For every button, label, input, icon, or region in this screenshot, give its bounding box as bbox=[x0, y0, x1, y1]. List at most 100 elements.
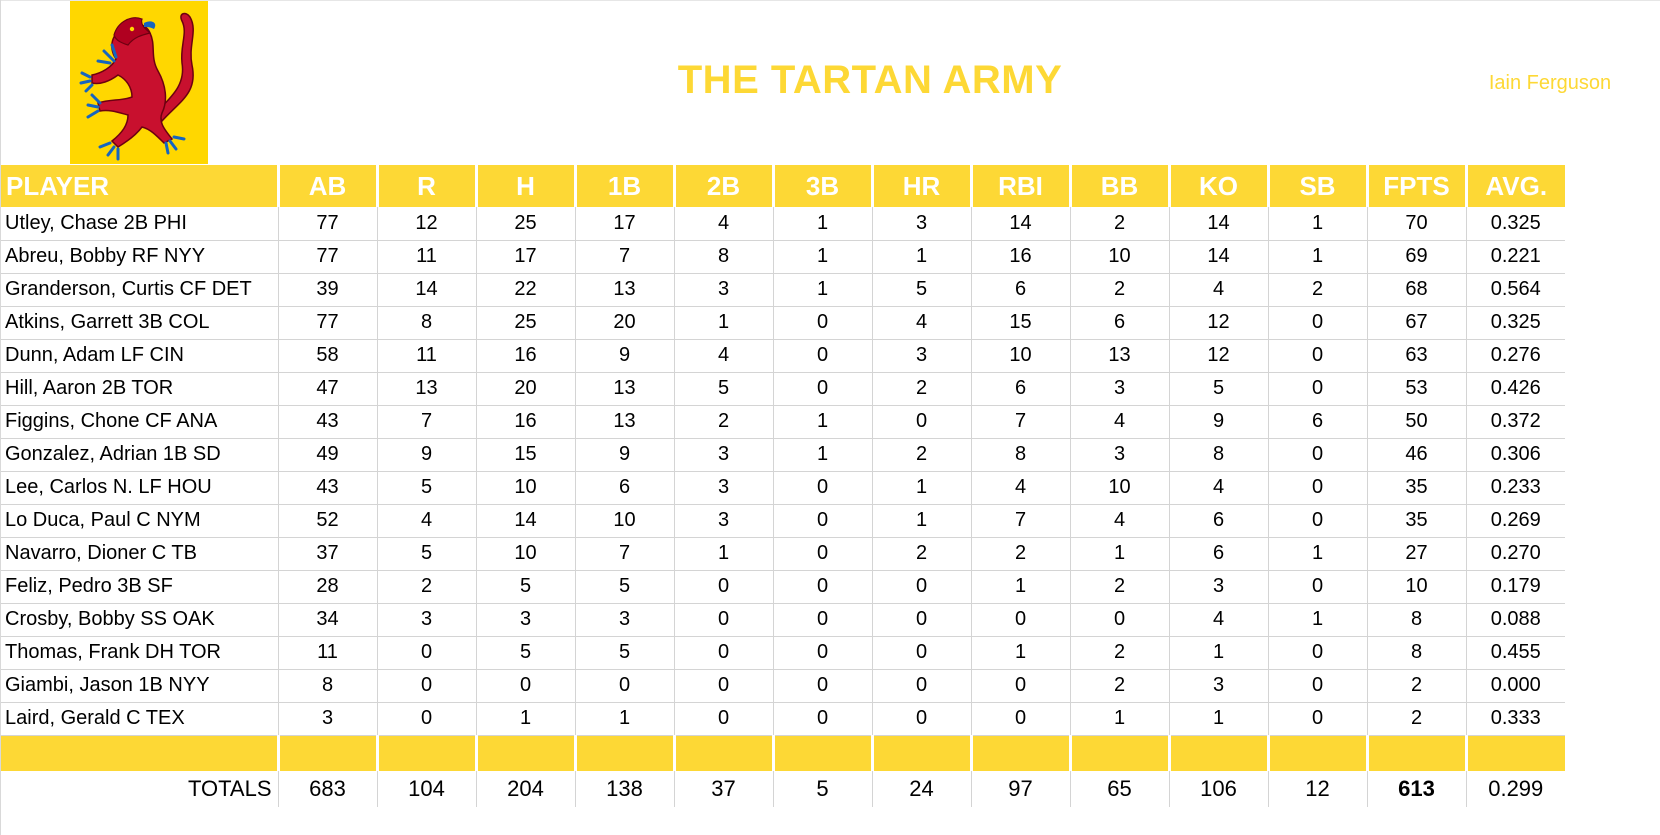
stat-cell: 0 bbox=[673, 603, 773, 637]
stat-cell: 0 bbox=[772, 504, 872, 538]
stat-cell: 8 bbox=[673, 240, 773, 274]
stat-cell: 12 bbox=[1168, 306, 1268, 340]
stat-cell: 15 bbox=[970, 306, 1070, 340]
stat-cell: 1 bbox=[871, 240, 971, 274]
stat-cell: 1 bbox=[1267, 207, 1367, 241]
stat-cell: 1 bbox=[1069, 702, 1169, 736]
spacer-cell bbox=[474, 735, 575, 771]
stat-cell: 7 bbox=[574, 537, 674, 571]
table-row: Lee, Carlos N. LF HOU 43 5 10 6 3 0 1 4 10 4 0 35 0.2… bbox=[1, 471, 1565, 505]
stat-cell: 7 bbox=[970, 504, 1070, 538]
player-name-cell: Abreu, Bobby RF NYY bbox=[1, 240, 278, 274]
spacer-cell bbox=[1365, 735, 1466, 771]
stat-cell: 0 bbox=[673, 669, 773, 703]
stat-cell: 0.221 bbox=[1465, 240, 1565, 274]
stat-cell: 8 bbox=[277, 669, 377, 703]
player-name-cell: Crosby, Bobby SS OAK bbox=[1, 603, 278, 637]
stat-cell: 7 bbox=[970, 405, 1070, 439]
stat-cell: 12 bbox=[376, 207, 476, 241]
stat-cell: 0 bbox=[871, 570, 971, 604]
stat-cell: 0 bbox=[673, 636, 773, 670]
table-row: Hill, Aaron 2B TOR 47 13 20 13 5 0 2 6 3 5 0 53 0.426 bbox=[1, 372, 1565, 406]
stat-cell: 1 bbox=[1168, 636, 1268, 670]
stat-cell: 25 bbox=[475, 306, 575, 340]
stat-cell: 3 bbox=[1069, 438, 1169, 472]
stat-cell: 0.455 bbox=[1465, 636, 1565, 670]
stat-cell: 2 bbox=[1366, 702, 1466, 736]
player-name-cell: Giambi, Jason 1B NYY bbox=[1, 669, 278, 703]
stat-cell: 0 bbox=[772, 603, 872, 637]
stat-cell: 20 bbox=[475, 372, 575, 406]
player-name-cell: Lo Duca, Paul C NYM bbox=[1, 504, 278, 538]
stat-cell: 0 bbox=[970, 702, 1070, 736]
stat-cell: 1 bbox=[1069, 537, 1169, 571]
stat-cell: 4 bbox=[376, 504, 476, 538]
stat-cell: 0.333 bbox=[1465, 702, 1565, 736]
stat-cell: 0.325 bbox=[1465, 306, 1565, 340]
player-name-cell: Dunn, Adam LF CIN bbox=[1, 339, 278, 373]
stat-cell: 43 bbox=[277, 471, 377, 505]
stat-cell: 2 bbox=[1069, 273, 1169, 307]
stat-cell: 5 bbox=[871, 273, 971, 307]
stat-cell: 2 bbox=[970, 537, 1070, 571]
stat-cell: 63 bbox=[1366, 339, 1466, 373]
stat-cell: 5 bbox=[673, 372, 773, 406]
stat-cell: 5 bbox=[376, 471, 476, 505]
frame-top-border bbox=[0, 0, 1660, 1]
spacer-cell bbox=[1464, 735, 1565, 771]
stat-cell: 6 bbox=[1168, 504, 1268, 538]
stat-cell: 3 bbox=[673, 504, 773, 538]
stat-cell: 9 bbox=[574, 438, 674, 472]
stat-cell: 0.564 bbox=[1465, 273, 1565, 307]
stat-cell: 0 bbox=[871, 636, 971, 670]
table-row: Thomas, Frank DH TOR 11 0 5 5 0 0 0 1 2 1 0 8 0.455 bbox=[1, 636, 1565, 670]
totals-cell: 106 bbox=[1168, 771, 1268, 807]
stat-cell: 2 bbox=[871, 438, 971, 472]
stat-cell: 9 bbox=[376, 438, 476, 472]
spacer-cell bbox=[870, 735, 971, 771]
stat-cell: 9 bbox=[574, 339, 674, 373]
stat-cell: 13 bbox=[1069, 339, 1169, 373]
stat-cell: 0 bbox=[772, 702, 872, 736]
spacer-cell bbox=[771, 735, 872, 771]
column-header: 3B bbox=[771, 165, 872, 207]
totals-label: TOTALS bbox=[187, 776, 272, 801]
stat-cell: 77 bbox=[277, 207, 377, 241]
stat-cell: 7 bbox=[376, 405, 476, 439]
column-header: AB bbox=[276, 165, 377, 207]
stat-cell: 0 bbox=[1069, 603, 1169, 637]
stat-cell: 1 bbox=[1267, 537, 1367, 571]
column-header: KO bbox=[1167, 165, 1268, 207]
table-row: Feliz, Pedro 3B SF 28 2 5 5 0 0 0 1 2 3 0 10 0.179 bbox=[1, 570, 1565, 604]
totals-row: TOTALS 683 104 204 138 37 5 24 97 65 106 12 613 0.299 bbox=[1, 771, 1565, 807]
stat-cell: 0 bbox=[871, 603, 971, 637]
stat-cell: 1 bbox=[574, 702, 674, 736]
stat-cell: 0.270 bbox=[1465, 537, 1565, 571]
stat-cell: 0 bbox=[1267, 471, 1367, 505]
stat-cell: 2 bbox=[1069, 636, 1169, 670]
stat-cell: 0.088 bbox=[1465, 603, 1565, 637]
stat-cell: 11 bbox=[376, 240, 476, 274]
column-header: SB bbox=[1266, 165, 1367, 207]
stat-cell: 5 bbox=[1168, 372, 1268, 406]
player-name-cell: Thomas, Frank DH TOR bbox=[1, 636, 278, 670]
stat-cell: 2 bbox=[1069, 570, 1169, 604]
table-row: Figgins, Chone CF ANA 43 7 16 13 2 1 0 7 4 9 6 50 0.3… bbox=[1, 405, 1565, 439]
stat-cell: 10 bbox=[1366, 570, 1466, 604]
stat-cell: 2 bbox=[1267, 273, 1367, 307]
stat-cell: 4 bbox=[1069, 405, 1169, 439]
column-header: R bbox=[375, 165, 476, 207]
table-row: Giambi, Jason 1B NYY 8 0 0 0 0 0 0 0 2 3 0 2 0.000 bbox=[1, 669, 1565, 703]
stat-cell: 7 bbox=[574, 240, 674, 274]
stat-cell: 5 bbox=[574, 570, 674, 604]
stat-cell: 1 bbox=[970, 570, 1070, 604]
totals-cell: 24 bbox=[871, 771, 971, 807]
frame-left-border bbox=[0, 0, 1, 835]
stat-cell: 70 bbox=[1366, 207, 1466, 241]
stat-cell: 6 bbox=[970, 372, 1070, 406]
stat-cell: 28 bbox=[277, 570, 377, 604]
stat-cell: 0 bbox=[772, 372, 872, 406]
totals-cell: 37 bbox=[673, 771, 773, 807]
totals-cell: 104 bbox=[376, 771, 476, 807]
stat-cell: 53 bbox=[1366, 372, 1466, 406]
